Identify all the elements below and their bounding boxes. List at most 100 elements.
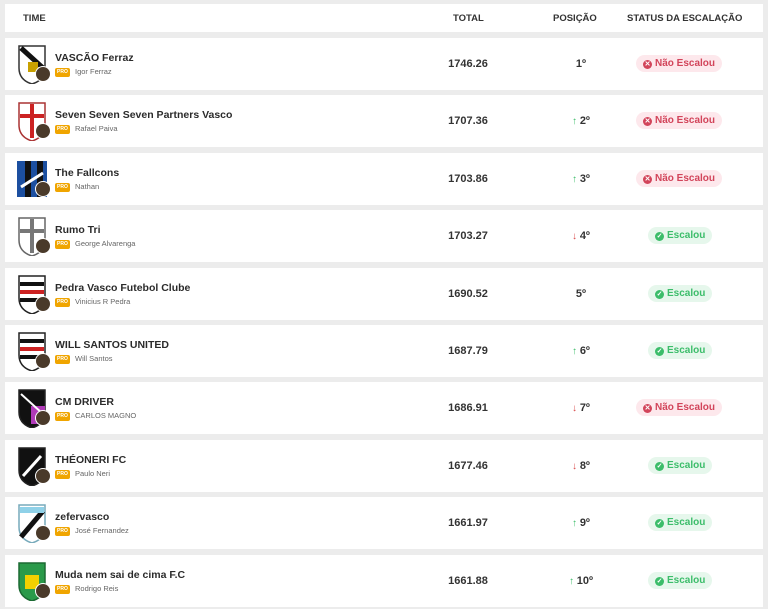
owner-name: CARLOS MAGNO bbox=[75, 411, 137, 421]
pro-badge: PRO bbox=[55, 125, 70, 135]
status-label: Escalou bbox=[667, 459, 706, 471]
owner-avatar bbox=[35, 582, 51, 599]
arrow-up-icon: ↑ bbox=[568, 575, 577, 587]
team-name[interactable]: The Fallcons bbox=[55, 166, 120, 179]
close-circle-icon: ✕ bbox=[643, 404, 652, 414]
check-circle-icon: ✓ bbox=[655, 576, 664, 586]
table-row[interactable]: VASCÃO Ferraz PRO Igor Ferraz 1746.26 1º ✕ Não… bbox=[5, 38, 763, 90]
total-score: 1707.36 bbox=[448, 115, 488, 128]
owner-name: Paulo Neri bbox=[75, 468, 111, 478]
pro-badge: PRO bbox=[55, 355, 70, 364]
status-badge: ✓ Escalou bbox=[648, 227, 713, 245]
status-badge: ✓ Escalou bbox=[648, 514, 713, 532]
check-circle-icon: ✓ bbox=[655, 232, 664, 242]
arrow-down-icon: ↓ bbox=[572, 403, 580, 415]
status-label: Escalou bbox=[667, 574, 706, 586]
position-value: 1º bbox=[575, 58, 587, 70]
status-badge: ✕ Não Escalou bbox=[636, 55, 723, 72]
position-cell: ↑ 3º bbox=[558, 173, 604, 185]
owner-name: George Alvarenga bbox=[75, 239, 136, 249]
table-row[interactable]: THÉONERI FC PRO Paulo Neri 1677.46 ↓ 8º ✓ Esca… bbox=[5, 439, 763, 492]
pro-badge: PRO bbox=[55, 68, 70, 77]
table-row[interactable]: The Fallcons PRO Nathan 1703.86 ↑ 3º ✕ Não Esc… bbox=[5, 152, 763, 205]
status-badge: ✕ Não Escalou bbox=[636, 169, 723, 187]
arrow-down-icon: ↓ bbox=[572, 460, 580, 472]
table-row[interactable]: Seven Seven Seven Partners Vasco PRO Rafae… bbox=[5, 95, 763, 148]
table-row[interactable]: zefervasco PRO José Fernandez 1661.97 ↑ 9º ✓ E… bbox=[5, 497, 763, 550]
status-badge: ✕ Não Escalou bbox=[636, 399, 723, 417]
owner-avatar bbox=[35, 123, 51, 140]
pro-badge: PRO bbox=[55, 584, 70, 594]
status-label: Não Escalou bbox=[655, 58, 716, 69]
status-badge: ✕ Não Escalou bbox=[636, 112, 723, 130]
owner-name: José Fernandez bbox=[75, 526, 129, 536]
position-cell: ↓ 8º bbox=[558, 460, 604, 472]
status-label: Escalou bbox=[667, 287, 706, 299]
header-position: POSIÇÃO bbox=[553, 13, 597, 24]
arrow-up-icon: ↑ bbox=[572, 518, 580, 530]
team-name[interactable]: CM DRIVER bbox=[55, 396, 114, 409]
owner-name: Nathan bbox=[75, 181, 100, 191]
team-name[interactable]: zefervasco bbox=[55, 511, 110, 524]
position-value: 10º bbox=[576, 574, 594, 587]
header-total: TOTAL bbox=[453, 13, 484, 24]
owner-avatar bbox=[35, 353, 51, 369]
table-row[interactable]: Muda nem sai de cima F.C PRO Rodrigo Reis 1… bbox=[5, 554, 763, 607]
owner-name: Rafael Paiva bbox=[75, 124, 118, 134]
table-row[interactable]: WILL SANTOS UNITED PRO Will Santos 1687.79 ↑… bbox=[5, 325, 763, 377]
position-value: 9º bbox=[579, 517, 590, 530]
check-circle-icon: ✓ bbox=[655, 347, 664, 356]
position-value: 4º bbox=[579, 230, 590, 243]
close-circle-icon: ✕ bbox=[643, 117, 652, 127]
status-badge: ✓ Escalou bbox=[648, 456, 713, 474]
owner-avatar bbox=[35, 467, 51, 484]
total-score: 1661.88 bbox=[448, 574, 488, 587]
check-circle-icon: ✓ bbox=[655, 461, 664, 471]
owner-name: Rodrigo Reis bbox=[75, 583, 119, 593]
pro-badge: PRO bbox=[55, 469, 70, 479]
pro-badge: PRO bbox=[55, 182, 70, 192]
total-score: 1746.26 bbox=[448, 58, 488, 70]
team-name[interactable]: Muda nem sai de cima F.C bbox=[55, 568, 186, 581]
team-name[interactable]: Pedra Vasco Futebol Clube bbox=[55, 281, 191, 294]
arrow-up-icon: ↑ bbox=[572, 116, 580, 128]
check-circle-icon: ✓ bbox=[655, 519, 664, 529]
check-circle-icon: ✓ bbox=[655, 289, 664, 299]
arrow-up-icon: ↑ bbox=[572, 346, 580, 357]
team-name[interactable]: VASCÃO Ferraz bbox=[55, 52, 134, 64]
close-circle-icon: ✕ bbox=[643, 60, 652, 69]
total-score: 1690.52 bbox=[448, 287, 488, 300]
owner-name: Vinicius R Pedra bbox=[75, 296, 131, 306]
team-name[interactable]: Seven Seven Seven Partners Vasco bbox=[55, 109, 233, 122]
total-score: 1677.46 bbox=[448, 459, 488, 472]
position-value: 5º bbox=[575, 287, 587, 300]
position-value: 2º bbox=[579, 115, 590, 128]
team-name[interactable]: WILL SANTOS UNITED bbox=[55, 339, 169, 351]
position-value: 7º bbox=[579, 402, 590, 415]
owner-name: Igor Ferraz bbox=[75, 67, 112, 76]
owner-avatar bbox=[35, 238, 51, 255]
team-name[interactable]: THÉONERI FC bbox=[55, 453, 127, 466]
owner-avatar bbox=[35, 66, 51, 82]
owner-avatar bbox=[35, 525, 51, 542]
total-score: 1703.86 bbox=[448, 172, 488, 185]
table-row[interactable]: Pedra Vasco Futebol Clube PRO Vinicius R P… bbox=[5, 267, 763, 320]
position-cell: ↑ 9º bbox=[558, 517, 604, 529]
owner-avatar bbox=[35, 295, 51, 312]
owner-avatar bbox=[35, 180, 51, 197]
arrow-down-icon: ↓ bbox=[572, 231, 580, 243]
pro-badge: PRO bbox=[55, 527, 70, 537]
table-row[interactable]: Rumo Tri PRO George Alvarenga 1703.27 ↓ 4º ✓ E… bbox=[5, 210, 763, 263]
position-cell: ↓ 4º bbox=[558, 230, 604, 242]
total-score: 1686.91 bbox=[448, 402, 488, 415]
pro-badge: PRO bbox=[55, 297, 70, 307]
team-name[interactable]: Rumo Tri bbox=[55, 224, 101, 237]
status-label: Não Escalou bbox=[655, 172, 716, 184]
total-score: 1703.27 bbox=[448, 230, 488, 243]
total-score: 1661.97 bbox=[448, 517, 488, 530]
header-time: TIME bbox=[23, 13, 46, 24]
status-label: Escalou bbox=[667, 230, 706, 242]
table-row[interactable]: CM DRIVER PRO CARLOS MAGNO 1686.91 ↓ 7º ✕ Não … bbox=[5, 382, 763, 435]
header-status: STATUS DA ESCALAÇÃO bbox=[627, 13, 743, 24]
